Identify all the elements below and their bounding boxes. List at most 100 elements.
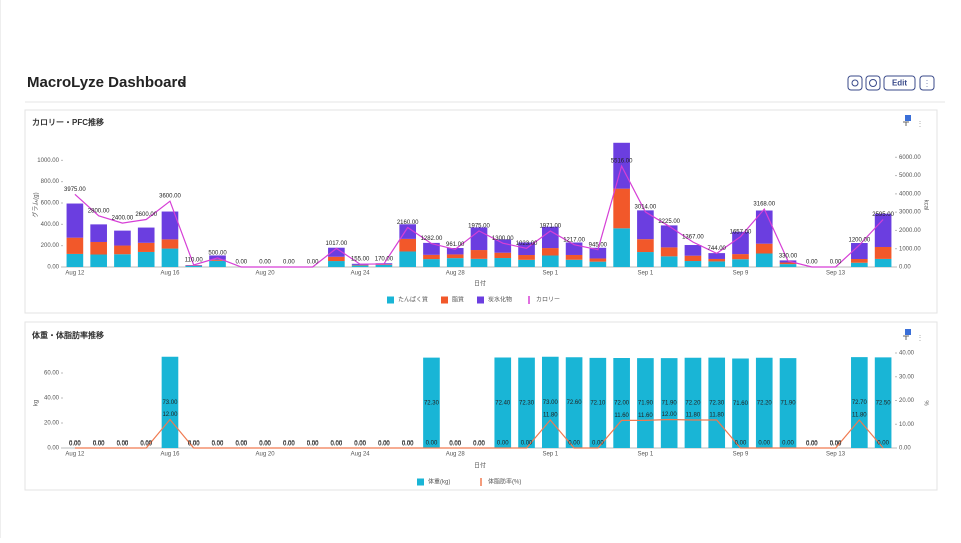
data-label: 0.00: [782, 441, 794, 447]
legend-label: 体重(kg): [428, 478, 450, 486]
data-label: 330.00: [779, 254, 798, 260]
bar: [399, 251, 416, 267]
x-tick-label: Aug 28: [446, 271, 466, 277]
data-label: 2160.00: [397, 220, 419, 226]
data-label: 11.80: [543, 413, 558, 419]
y2-tick-label: 2000.00: [899, 228, 921, 234]
y-tick-label: 200.00: [41, 243, 60, 249]
bar: [185, 266, 202, 267]
bar: [471, 250, 488, 259]
data-label: 3600.00: [159, 194, 181, 200]
data-label: 0.00: [307, 441, 319, 447]
bar: [875, 214, 892, 247]
bar: [566, 255, 583, 260]
bar: [756, 244, 773, 254]
legend-swatch: [387, 297, 394, 304]
bar: [423, 259, 440, 267]
y-axis-label: kg: [34, 400, 40, 406]
bar: [67, 204, 84, 238]
x-tick-label: Sep 9: [733, 452, 749, 458]
bar: [352, 265, 369, 266]
x-tick-label: Aug 28: [446, 452, 466, 458]
y2-tick-label: 4000.00: [899, 191, 921, 197]
refresh-button[interactable]: [848, 76, 862, 90]
bar: [399, 239, 416, 252]
data-label: 0.00: [830, 260, 842, 266]
data-label: 72.00: [614, 401, 630, 407]
info-button[interactable]: [866, 76, 880, 90]
bar: [138, 228, 155, 243]
y2-tick-label: 3000.00: [899, 210, 921, 216]
data-label: 0.00: [188, 441, 200, 447]
data-label: 0.00: [758, 441, 770, 447]
bar: [851, 263, 868, 267]
bar: [708, 259, 725, 261]
bar: [494, 253, 511, 258]
data-label: 11.80: [709, 413, 724, 419]
bar: [209, 261, 226, 267]
data-label: 1367.00: [682, 235, 704, 241]
data-label: 0.00: [497, 441, 509, 447]
y-tick-label: 0.00: [47, 446, 59, 452]
data-label: 2600.00: [135, 212, 157, 218]
bar: [613, 189, 630, 229]
bar: [756, 254, 773, 267]
x-axis-label: 日付: [474, 280, 486, 288]
bar: [875, 247, 892, 259]
bar: [875, 259, 892, 267]
data-label: 11.60: [638, 413, 653, 419]
data-label: 1975.00: [468, 223, 490, 229]
y2-axis-label: %: [922, 400, 928, 406]
bar: [637, 210, 654, 239]
bar: [732, 254, 749, 259]
data-label: 0.00: [117, 441, 129, 447]
x-tick-label: Aug 24: [351, 452, 371, 458]
filter-badge: [905, 115, 911, 121]
data-label: 1300.00: [492, 236, 514, 242]
data-label: 72.40: [495, 400, 511, 406]
data-label: 0.00: [283, 260, 295, 266]
data-label: 0.00: [69, 441, 81, 447]
legend-swatch: [441, 297, 448, 304]
y-tick-label: 60.00: [44, 371, 60, 377]
x-tick-label: Sep 1: [638, 271, 654, 277]
x-tick-label: Aug 16: [160, 271, 180, 277]
data-label: 0.00: [735, 441, 747, 447]
data-label: 500.00: [208, 250, 227, 256]
legend-label: 脂質: [452, 296, 464, 304]
bar: [328, 261, 345, 267]
bar: [352, 265, 369, 267]
bar: [661, 247, 678, 256]
x-axis-label: 日付: [474, 462, 486, 470]
bar: [637, 239, 654, 252]
data-label: 0.00: [283, 441, 295, 447]
bar: [590, 258, 607, 261]
y-tick-label: 0.00: [47, 265, 59, 271]
edit-label: Edit: [892, 79, 907, 88]
data-label: 0.00: [402, 441, 414, 447]
data-label: 1200.00: [848, 238, 870, 244]
data-label: 2595.00: [872, 212, 894, 218]
data-label: 0.00: [212, 441, 224, 447]
x-tick-label: Aug 12: [65, 452, 85, 458]
data-label: 0.00: [877, 441, 889, 447]
y2-tick-label: 1000.00: [899, 246, 921, 252]
bar: [566, 260, 583, 267]
data-label: 0.00: [830, 441, 842, 447]
dashboard-title: MacroLyze Dashboard: [27, 74, 187, 91]
x-tick-label: Sep 13: [826, 452, 846, 458]
bar: [67, 254, 84, 267]
bar: [447, 258, 464, 267]
bar: [542, 227, 559, 248]
y-tick-label: 20.00: [44, 421, 60, 427]
data-label: 945.00: [589, 242, 608, 248]
bar: [661, 225, 678, 247]
data-label: 0.00: [426, 441, 438, 447]
data-label: 744.00: [708, 246, 727, 252]
panel-title: 体重・体脂肪率推移: [32, 330, 104, 340]
bar: [685, 256, 702, 261]
data-label: 1023.00: [516, 241, 538, 247]
bar: [708, 261, 725, 267]
data-label: 72.20: [685, 400, 701, 406]
